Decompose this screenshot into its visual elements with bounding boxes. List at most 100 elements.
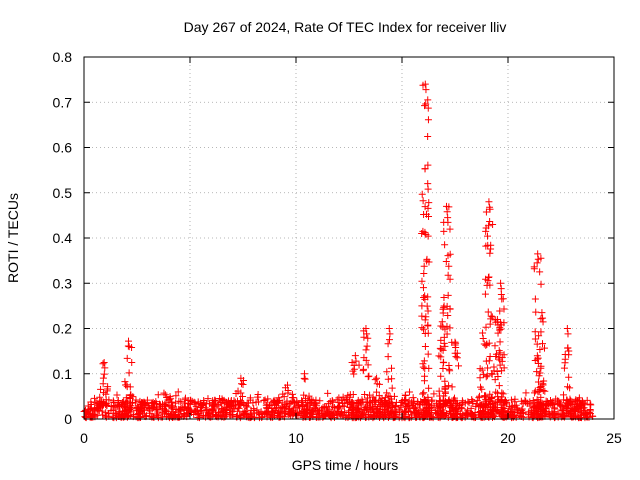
data-point (479, 408, 487, 416)
data-point (354, 398, 362, 406)
data-point (122, 399, 130, 407)
data-point (482, 401, 490, 409)
data-point (450, 394, 458, 402)
data-point (219, 407, 227, 415)
data-point (421, 203, 429, 211)
data-point (482, 208, 490, 216)
data-point (451, 338, 459, 346)
data-point (329, 410, 337, 418)
data-point (218, 404, 226, 412)
data-point (487, 394, 495, 402)
data-point (479, 334, 487, 342)
data-point (260, 397, 268, 405)
data-point (479, 329, 487, 337)
data-point (348, 408, 356, 416)
data-point (583, 396, 591, 404)
data-point (99, 398, 107, 406)
data-point (388, 375, 396, 383)
data-point (275, 413, 283, 421)
data-point (421, 342, 429, 350)
data-point (359, 367, 367, 375)
data-point (93, 404, 101, 412)
data-point (316, 397, 324, 405)
y-tick-label: 0.7 (53, 94, 73, 110)
data-point (252, 398, 260, 406)
data-point (418, 324, 426, 332)
data-point (507, 396, 515, 404)
data-point (531, 335, 539, 343)
data-point (435, 401, 443, 409)
data-point (446, 250, 454, 258)
data-point (84, 408, 92, 416)
data-point (497, 396, 505, 404)
data-point (227, 396, 235, 404)
data-point (496, 361, 504, 369)
data-point (587, 401, 595, 409)
data-point (389, 414, 397, 422)
data-point (563, 404, 571, 412)
data-point (114, 399, 122, 407)
data-point (424, 293, 432, 301)
data-point (476, 365, 484, 373)
data-point (364, 373, 372, 381)
data-point (285, 410, 293, 418)
data-point (226, 403, 234, 411)
data-point (111, 401, 119, 409)
data-point (105, 396, 113, 404)
data-point (453, 400, 461, 408)
data-point (434, 408, 442, 416)
data-point (428, 406, 436, 414)
data-point (177, 398, 185, 406)
data-point (441, 342, 449, 350)
data-point (383, 400, 391, 408)
data-point (424, 104, 432, 112)
data-point (204, 395, 212, 403)
data-point (91, 411, 99, 419)
data-point (444, 291, 452, 299)
data-point (373, 374, 381, 382)
data-point (482, 227, 490, 235)
data-point (430, 390, 438, 398)
data-point (122, 381, 130, 389)
data-point (383, 389, 391, 397)
data-point (419, 390, 427, 398)
data-point (486, 249, 494, 257)
data-point (384, 353, 392, 361)
data-point (539, 381, 547, 389)
data-point (146, 409, 154, 417)
data-point (421, 292, 429, 300)
data-point (188, 397, 196, 405)
data-point (330, 404, 338, 412)
data-point (489, 220, 497, 228)
data-point (281, 401, 289, 409)
data-point (538, 399, 546, 407)
data-point (324, 407, 332, 415)
data-point (422, 409, 430, 417)
data-point (419, 363, 427, 371)
data-point (562, 410, 570, 418)
data-point (551, 404, 559, 412)
data-point (490, 363, 498, 371)
data-point (511, 395, 519, 403)
data-point (243, 403, 251, 411)
data-point (424, 307, 432, 315)
data-point (578, 397, 586, 405)
data-point (535, 332, 543, 340)
data-point (385, 325, 393, 332)
data-point (152, 404, 160, 412)
data-point (559, 407, 567, 415)
data-point (354, 412, 362, 420)
data-point (496, 338, 504, 346)
y-tick-label: 0.1 (53, 366, 73, 382)
data-point (405, 397, 413, 405)
data-point (168, 405, 176, 413)
data-point (411, 403, 419, 411)
data-point (333, 404, 341, 412)
data-point (136, 397, 144, 405)
data-point (102, 400, 110, 408)
data-point (421, 372, 429, 380)
data-point (321, 403, 329, 411)
data-point (402, 400, 410, 408)
data-point (468, 396, 476, 404)
data-point (97, 385, 105, 393)
